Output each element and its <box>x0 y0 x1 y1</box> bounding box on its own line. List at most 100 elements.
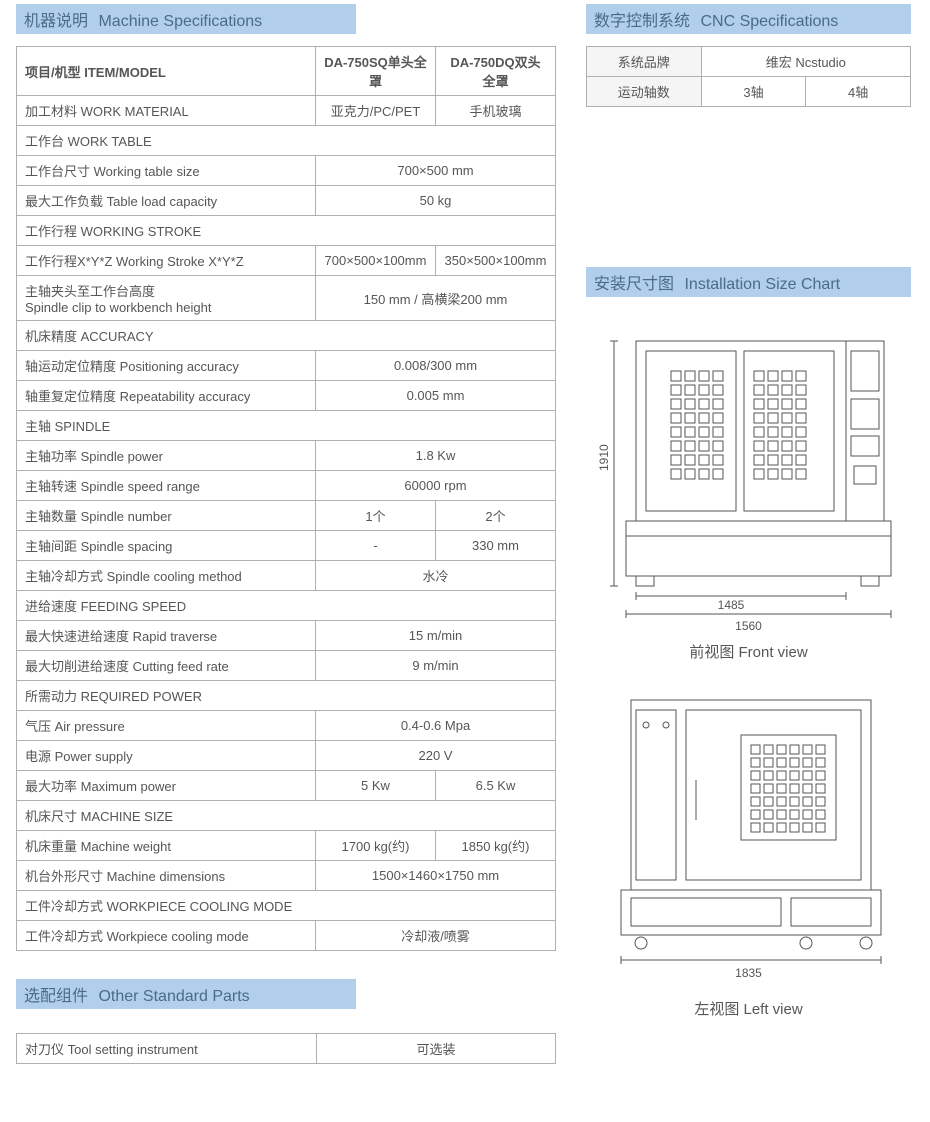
spec-section-label: 机床尺寸 MACHINE SIZE <box>17 801 556 831</box>
front-h-dim: 1910 <box>597 444 611 471</box>
spec-label: 主轴间距 Spindle spacing <box>17 531 316 561</box>
spec-row: 最大切削进给速度 Cutting feed rate9 m/min <box>17 651 556 681</box>
spec-row: 电源 Power supply220 V <box>17 741 556 771</box>
spec-value: 0.4-0.6 Mpa <box>316 711 556 741</box>
left-view-drawing: 1835 <box>586 680 911 980</box>
spec-label: 工作台尺寸 Working table size <box>17 156 316 186</box>
spec-section-label: 工件冷却方式 WORKPIECE COOLING MODE <box>17 891 556 921</box>
cnc-row-2: 运动轴数 3轴 4轴 <box>587 77 911 107</box>
spec-value: 700×500 mm <box>316 156 556 186</box>
spec-row: 工作行程X*Y*Z Working Stroke X*Y*Z700×500×10… <box>17 246 556 276</box>
spec-row: 主轴夹头至工作台高度Spindle clip to workbench heig… <box>17 276 556 321</box>
spec-label: 轴重复定位精度 Repeatability accuracy <box>17 381 316 411</box>
install-chart-zh: 安装尺寸图 <box>594 276 674 293</box>
spec-row: 所需动力 REQUIRED POWER <box>17 681 556 711</box>
spec-section-label: 所需动力 REQUIRED POWER <box>17 681 556 711</box>
spec-value-1: - <box>316 531 436 561</box>
spec-col2-header: DA-750DQ双头全罩 <box>435 47 555 96</box>
spec-header-row: 项目/机型 ITEM/MODEL DA-750SQ单头全罩 DA-750DQ双头… <box>17 47 556 96</box>
cnc-axis-v1: 3轴 <box>701 77 806 107</box>
spec-value-1: 亚克力/PC/PET <box>316 96 436 126</box>
spec-label: 主轴数量 Spindle number <box>17 501 316 531</box>
spec-label: 机台外形尺寸 Machine dimensions <box>17 861 316 891</box>
spec-label: 最大工作负载 Table load capacity <box>17 186 316 216</box>
spec-row: 主轴数量 Spindle number1个2个 <box>17 501 556 531</box>
spec-label: 工件冷却方式 Workpiece cooling mode <box>17 921 316 951</box>
spec-label: 气压 Air pressure <box>17 711 316 741</box>
spec-label: 主轴功率 Spindle power <box>17 441 316 471</box>
front-view-label: 前视图 Front view <box>586 641 911 662</box>
spec-label: 主轴冷却方式 Spindle cooling method <box>17 561 316 591</box>
spec-value: 冷却液/喷雾 <box>316 921 556 951</box>
spec-row: 工作台尺寸 Working table size700×500 mm <box>17 156 556 186</box>
spec-section-label: 机床精度 ACCURACY <box>17 321 556 351</box>
spec-label: 轴运动定位精度 Positioning accuracy <box>17 351 316 381</box>
cnc-axis-label: 运动轴数 <box>587 77 702 107</box>
spec-row: 工作台 WORK TABLE <box>17 126 556 156</box>
spec-value: 220 V <box>316 741 556 771</box>
spec-value: 1500×1460×1750 mm <box>316 861 556 891</box>
spec-row: 主轴转速 Spindle speed range60000 rpm <box>17 471 556 501</box>
cnc-row-1: 系统品牌 维宏 Ncstudio <box>587 47 911 77</box>
machine-spec-header: 机器说明 Machine Specifications <box>16 4 356 34</box>
front-view-drawing: 1910 1485 1560 <box>586 321 911 633</box>
spec-row: 最大工作负载 Table load capacity50 kg <box>17 186 556 216</box>
spec-label: 主轴夹头至工作台高度Spindle clip to workbench heig… <box>17 276 316 321</box>
spec-row: 加工材料 WORK MATERIAL亚克力/PC/PET手机玻璃 <box>17 96 556 126</box>
spec-label: 最大快速进给速度 Rapid traverse <box>17 621 316 651</box>
spec-label: 主轴转速 Spindle speed range <box>17 471 316 501</box>
spec-label: 加工材料 WORK MATERIAL <box>17 96 316 126</box>
left-w-dim: 1835 <box>586 966 911 980</box>
spec-row: 机床精度 ACCURACY <box>17 321 556 351</box>
spec-row: 机床重量 Machine weight1700 kg(约)1850 kg(约) <box>17 831 556 861</box>
spec-value: 1.8 Kw <box>316 441 556 471</box>
spec-row: 最大功率 Maximum power5 Kw6.5 Kw <box>17 771 556 801</box>
parts-row: 对刀仪 Tool setting instrument 可选装 <box>17 1034 556 1064</box>
front-w1-dim: 1485 <box>718 598 745 612</box>
spec-value: 150 mm / 高横梁200 mm <box>316 276 556 321</box>
cnc-spec-en: CNC Specifications <box>700 13 838 30</box>
front-w2-dim: 1560 <box>586 619 911 633</box>
spec-value-2: 330 mm <box>435 531 555 561</box>
spec-value-2: 手机玻璃 <box>435 96 555 126</box>
cnc-brand-label: 系统品牌 <box>587 47 702 77</box>
parts-table: 对刀仪 Tool setting instrument 可选装 <box>16 1033 556 1064</box>
spec-row: 轴运动定位精度 Positioning accuracy0.008/300 mm <box>17 351 556 381</box>
spec-value-2: 350×500×100mm <box>435 246 555 276</box>
spec-value-1: 700×500×100mm <box>316 246 436 276</box>
spec-value: 水冷 <box>316 561 556 591</box>
parts-label: 对刀仪 Tool setting instrument <box>17 1034 317 1064</box>
spec-row: 工件冷却方式 Workpiece cooling mode冷却液/喷雾 <box>17 921 556 951</box>
spec-value-2: 1850 kg(约) <box>435 831 555 861</box>
spec-row: 工件冷却方式 WORKPIECE COOLING MODE <box>17 891 556 921</box>
spec-section-label: 进给速度 FEEDING SPEED <box>17 591 556 621</box>
machine-spec-en: Machine Specifications <box>98 13 262 30</box>
cnc-axis-v2: 4轴 <box>806 77 911 107</box>
spec-col1-header: DA-750SQ单头全罩 <box>316 47 436 96</box>
spec-value: 0.008/300 mm <box>316 351 556 381</box>
spec-item-header: 项目/机型 ITEM/MODEL <box>17 47 316 96</box>
spec-value-2: 6.5 Kw <box>435 771 555 801</box>
spec-value-2: 2个 <box>435 501 555 531</box>
spec-section-label: 主轴 SPINDLE <box>17 411 556 441</box>
spec-row: 主轴间距 Spindle spacing-330 mm <box>17 531 556 561</box>
parts-value: 可选装 <box>317 1034 556 1064</box>
spec-value: 9 m/min <box>316 651 556 681</box>
machine-spec-zh: 机器说明 <box>24 13 88 30</box>
spec-value: 60000 rpm <box>316 471 556 501</box>
spec-value-1: 1700 kg(约) <box>316 831 436 861</box>
spec-row: 主轴 SPINDLE <box>17 411 556 441</box>
spec-row: 气压 Air pressure0.4-0.6 Mpa <box>17 711 556 741</box>
spec-label: 最大功率 Maximum power <box>17 771 316 801</box>
cnc-table: 系统品牌 维宏 Ncstudio 运动轴数 3轴 4轴 <box>586 46 911 107</box>
spec-value: 15 m/min <box>316 621 556 651</box>
spec-row: 机台外形尺寸 Machine dimensions1500×1460×1750 … <box>17 861 556 891</box>
spec-label: 机床重量 Machine weight <box>17 831 316 861</box>
install-chart-header: 安装尺寸图 Installation Size Chart <box>586 267 911 297</box>
spec-row: 主轴冷却方式 Spindle cooling method水冷 <box>17 561 556 591</box>
cnc-brand-value: 维宏 Ncstudio <box>701 47 910 77</box>
spec-row: 工作行程 WORKING STROKE <box>17 216 556 246</box>
spec-row: 主轴功率 Spindle power1.8 Kw <box>17 441 556 471</box>
spec-value: 50 kg <box>316 186 556 216</box>
spec-label: 工作行程X*Y*Z Working Stroke X*Y*Z <box>17 246 316 276</box>
